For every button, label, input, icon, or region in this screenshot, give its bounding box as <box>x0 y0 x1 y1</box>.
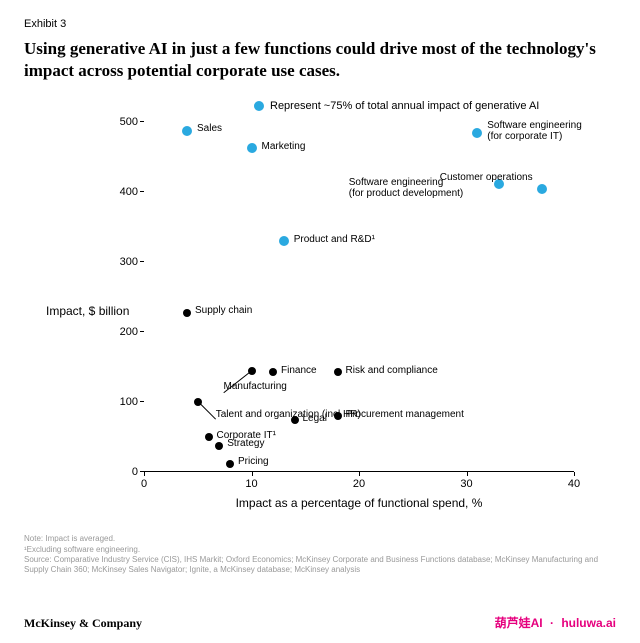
data-point-label: Software engineering(for corporate IT) <box>487 120 582 143</box>
data-point-label: Legal <box>303 413 327 425</box>
y-tick-mark <box>140 331 144 332</box>
data-point <box>291 416 299 424</box>
data-point-label: Procurement management <box>346 409 464 421</box>
data-point-label: Customer operations <box>440 172 533 184</box>
note-line: Source: Comparative Industry Service (CI… <box>24 555 616 576</box>
data-point <box>182 126 192 136</box>
y-tick-label: 200 <box>120 326 138 338</box>
data-point-label: Product and R&D¹ <box>294 234 375 246</box>
data-point <box>472 128 482 138</box>
data-point <box>247 143 257 153</box>
x-tick-label: 30 <box>460 478 472 490</box>
x-tick-mark <box>252 472 253 476</box>
data-point-label: Strategy <box>227 438 264 450</box>
scatter-chart: Represent ~75% of total annual impact of… <box>24 92 616 512</box>
data-point-label: Sales <box>197 123 222 135</box>
y-tick-label: 300 <box>120 256 138 268</box>
y-tick-mark <box>140 121 144 122</box>
footer: McKinsey & Company 葫芦娃AI · huluwa.ai <box>24 614 616 631</box>
x-tick-label: 10 <box>245 478 257 490</box>
x-axis-title: Impact as a percentage of functional spe… <box>144 496 574 510</box>
x-tick-label: 40 <box>568 478 580 490</box>
leader-line <box>197 401 216 420</box>
data-point-label: Finance <box>281 365 317 377</box>
x-tick-mark <box>359 472 360 476</box>
y-tick-label: 500 <box>120 116 138 128</box>
x-tick-mark <box>144 472 145 476</box>
watermark: 葫芦娃AI · huluwa.ai <box>495 614 616 631</box>
data-point <box>537 184 547 194</box>
x-tick-label: 0 <box>141 478 147 490</box>
legend-swatch <box>254 101 264 111</box>
x-tick-label: 20 <box>353 478 365 490</box>
data-point <box>215 442 223 450</box>
data-point <box>226 460 234 468</box>
data-point-label: Manufacturing <box>224 381 287 393</box>
watermark-right: huluwa.ai <box>561 616 616 630</box>
data-point <box>334 368 342 376</box>
y-tick-label: 400 <box>120 186 138 198</box>
data-point <box>269 368 277 376</box>
y-tick-mark <box>140 261 144 262</box>
data-point <box>334 412 342 420</box>
data-point-label: Supply chain <box>195 305 252 317</box>
y-tick-label: 0 <box>132 466 138 478</box>
data-point <box>279 236 289 246</box>
data-point-label: Risk and compliance <box>346 365 438 377</box>
watermark-left: 葫芦娃AI <box>495 616 543 630</box>
dot-separator: · <box>550 616 554 630</box>
x-tick-mark <box>574 472 575 476</box>
brand-label: McKinsey & Company <box>24 616 142 631</box>
y-tick-mark <box>140 191 144 192</box>
y-tick-mark <box>140 401 144 402</box>
x-tick-mark <box>467 472 468 476</box>
data-point-label: Pricing <box>238 456 269 468</box>
note-line: Note: Impact is averaged. <box>24 534 616 544</box>
chart-notes: Note: Impact is averaged. ¹Excluding sof… <box>24 534 616 576</box>
legend-text: Represent ~75% of total annual impact of… <box>270 100 539 112</box>
legend: Represent ~75% of total annual impact of… <box>254 100 539 112</box>
note-line: ¹Excluding software engineering. <box>24 545 616 555</box>
data-point-label: Marketing <box>262 141 306 153</box>
data-point <box>205 433 213 441</box>
y-tick-label: 100 <box>120 396 138 408</box>
plot-area: 0100200300400500010203040SalesMarketingS… <box>144 122 574 472</box>
chart-title: Using generative AI in just a few functi… <box>24 38 616 82</box>
exhibit-label: Exhibit 3 <box>24 18 616 30</box>
y-axis-title: Impact, $ billion <box>46 304 129 318</box>
data-point <box>183 309 191 317</box>
